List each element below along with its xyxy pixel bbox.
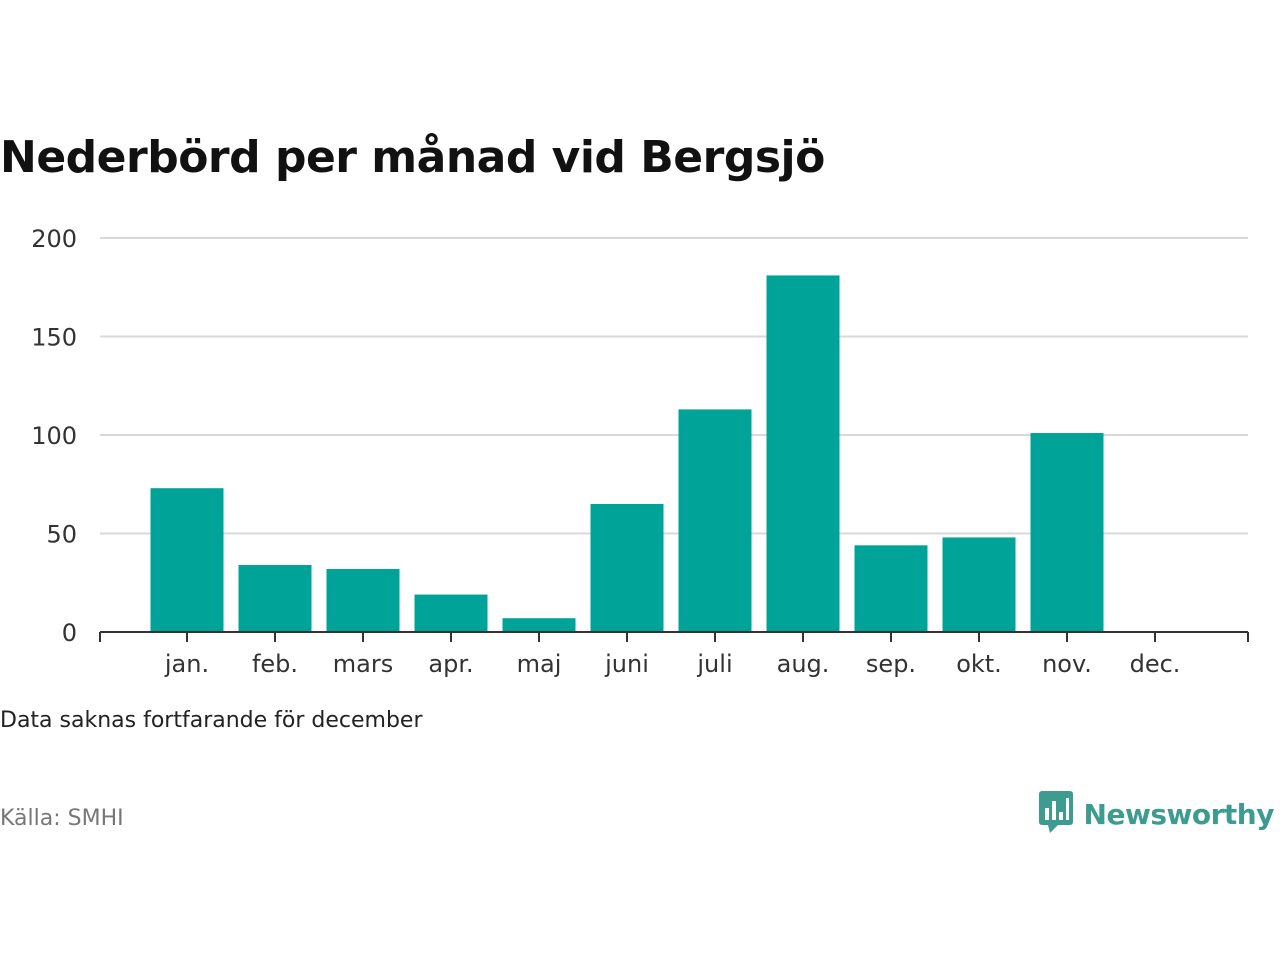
x-tick-label: maj (517, 650, 562, 678)
y-tick-label: 150 (31, 324, 77, 352)
brand-name: Newsworthy (1083, 797, 1275, 831)
data-note: Data saknas fortfarande för december (0, 708, 423, 733)
bar-9 (942, 537, 1016, 632)
y-tick-labels: 0 50 100 150 200 (31, 225, 77, 647)
x-tick-labels: jan. feb. mars apr. maj juni juli aug. sep. okt. n… (164, 650, 1181, 678)
bar-2 (326, 568, 400, 632)
x-tick-label: sep. (866, 650, 916, 678)
x-tick-label: juni (604, 650, 649, 678)
y-tick-label: 0 (62, 619, 77, 647)
x-tick-label: dec. (1130, 650, 1181, 678)
chart-title: Nederbörd per månad vid Bergsjö (0, 132, 825, 183)
x-tick-label: nov. (1042, 650, 1092, 678)
bar-1 (238, 565, 312, 632)
bar-4 (502, 618, 576, 632)
bar-chart: 0 50 100 150 200 jan. feb. mars apr. maj juni juli… (31, 225, 1249, 678)
x-tick-label: mars (333, 650, 393, 678)
x-tick-label: apr. (428, 650, 473, 678)
x-tick-label: okt. (956, 650, 1002, 678)
bar-3 (414, 594, 488, 632)
axes (99, 631, 1249, 642)
bar-8 (854, 545, 928, 632)
brand-logo: Newsworthy (1038, 790, 1275, 838)
bar-chart-speech-bubble-icon (1038, 790, 1074, 838)
bar-5 (590, 503, 664, 632)
y-tick-label: 200 (31, 225, 77, 253)
x-tick-label: juli (696, 650, 732, 678)
source-label: Källa: SMHI (0, 806, 124, 831)
x-tick-label: feb. (252, 650, 298, 678)
x-tick-label: jan. (164, 650, 209, 678)
x-tick-label: aug. (777, 650, 830, 678)
bar-0 (150, 488, 224, 632)
bar-7 (766, 275, 840, 632)
y-tick-label: 100 (31, 422, 77, 450)
bars (150, 275, 1104, 632)
bar-6 (678, 409, 752, 632)
bar-10 (1030, 433, 1104, 632)
y-tick-label: 50 (46, 521, 77, 549)
